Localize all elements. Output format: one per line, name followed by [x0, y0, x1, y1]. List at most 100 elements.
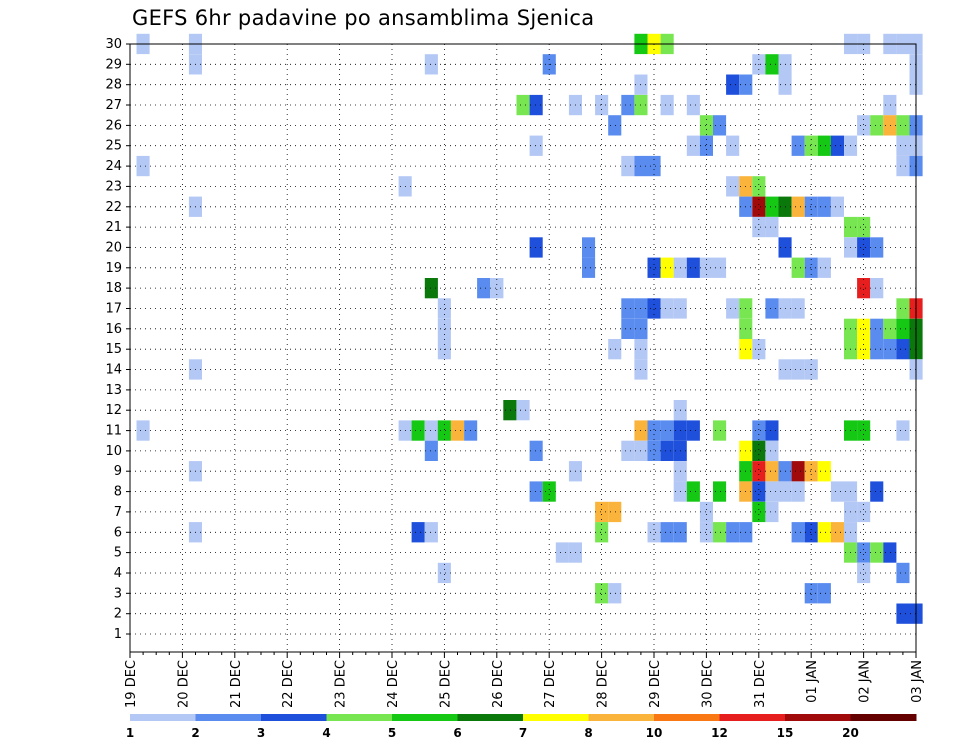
heatmap-cell	[752, 501, 766, 523]
y-tick-label: 8	[114, 485, 122, 500]
heatmap-cell	[752, 196, 766, 217]
heatmap-cell	[424, 522, 438, 543]
heatmap-cell	[660, 440, 674, 461]
heatmap-cell	[621, 298, 635, 319]
heatmap-cell	[647, 420, 661, 441]
heatmap-cell	[830, 481, 844, 502]
heatmap-cell	[765, 481, 779, 502]
colorbar-label: 2	[191, 726, 199, 740]
y-tick-label: 1	[114, 627, 122, 642]
y-tick-label: 22	[105, 200, 122, 215]
y-tick-label: 2	[114, 607, 122, 622]
x-tick-label: 31 DEC	[753, 660, 768, 708]
x-tick-label: 29 DEC	[648, 660, 663, 708]
heatmap-cell	[883, 318, 897, 339]
heatmap-cell	[726, 176, 740, 197]
heatmap-cell	[713, 522, 727, 543]
heatmap-cell	[896, 603, 910, 624]
heatmap-cell	[647, 440, 661, 461]
heatmap-cell	[713, 257, 727, 278]
heatmap-cell	[765, 216, 779, 238]
y-tick-label: 28	[105, 78, 122, 93]
heatmap-cell	[765, 461, 779, 482]
heatmap-cell	[870, 339, 884, 360]
heatmap-cell	[660, 420, 674, 441]
y-tick-label: 18	[105, 281, 122, 296]
y-tick-label: 19	[105, 261, 122, 276]
heatmap-cell	[765, 298, 779, 319]
heatmap-cell	[791, 257, 805, 278]
heatmap-cell	[595, 94, 609, 116]
x-tick-label: 21 DEC	[229, 660, 244, 708]
y-tick-label: 21	[105, 220, 122, 235]
heatmap-cell	[817, 522, 831, 543]
colorbar-legend: 1 2 3 4 5 6 7 8 10 12 15 20	[126, 714, 917, 740]
heatmap-cell	[791, 196, 805, 217]
y-tick-label: 16	[105, 322, 122, 337]
heatmap-cell	[857, 216, 871, 238]
y-axis: 3029282726252423222120191817161514131211…	[105, 37, 130, 642]
colorbar-swatch	[392, 714, 458, 721]
heatmap-cell	[608, 115, 622, 136]
heatmap-cell	[411, 522, 425, 543]
heatmap-cell	[765, 501, 779, 523]
heatmap-cell	[857, 562, 871, 584]
colorbar-swatch	[130, 714, 196, 721]
y-tick-label: 11	[105, 424, 122, 439]
heatmap-cell	[424, 420, 438, 441]
heatmap-cell	[595, 501, 609, 523]
y-tick-label: 30	[105, 37, 122, 52]
heatmap-cell	[647, 522, 661, 543]
y-tick-label: 24	[105, 159, 122, 174]
heatmap-cell	[647, 257, 661, 278]
heatmap-cell	[529, 94, 543, 116]
y-tick-label: 23	[105, 179, 122, 194]
y-tick-label: 29	[105, 57, 122, 72]
heatmap-cell	[752, 216, 766, 238]
colorbar-swatch	[326, 714, 393, 721]
heatmap-cell	[529, 481, 543, 502]
heatmap-cell	[765, 440, 779, 461]
heatmap-cell	[765, 420, 779, 441]
heatmap-cell	[804, 583, 818, 604]
colorbar-swatch	[457, 714, 524, 721]
heatmap-cell	[136, 155, 150, 177]
heatmap-cell	[608, 339, 622, 360]
heatmap-cell	[699, 501, 713, 523]
heatmap-cell	[896, 318, 910, 339]
heatmap-cell	[516, 400, 530, 421]
x-tick-label: 19 DEC	[124, 660, 139, 708]
heatmap-cell	[857, 115, 871, 136]
heatmap-cell	[752, 481, 766, 502]
heatmap-cell	[896, 420, 910, 441]
heatmap-cell	[791, 481, 805, 502]
heatmap-cell	[804, 522, 818, 543]
colorbar-label: 1	[126, 726, 134, 740]
heatmap-cell	[582, 237, 596, 258]
heatmap-cell	[817, 461, 831, 482]
heatmap-cell	[621, 440, 635, 461]
heatmap-cell	[660, 298, 674, 319]
x-tick-label: 01 JAN	[805, 660, 820, 703]
heatmap-cell	[883, 94, 897, 116]
heatmap-cell	[621, 155, 635, 177]
heatmap-cell	[830, 196, 844, 217]
heatmap-cell	[857, 420, 871, 441]
heatmap-cell	[857, 318, 871, 339]
heatmap-cell	[791, 461, 805, 482]
heatmap-cell	[490, 278, 504, 299]
y-tick-label: 20	[105, 240, 122, 255]
colorbar-swatch	[195, 714, 262, 721]
y-tick-label: 13	[105, 383, 122, 398]
heatmap-cell	[411, 420, 425, 441]
heatmap-cell	[437, 562, 451, 584]
heatmap-cell	[621, 318, 635, 339]
x-tick-label: 22 DEC	[281, 660, 296, 708]
gridlines	[129, 43, 917, 652]
y-tick-label: 5	[114, 546, 122, 561]
y-tick-label: 7	[114, 505, 122, 520]
colorbar-label: 6	[453, 726, 461, 740]
heatmap-cell	[424, 54, 438, 75]
heatmap-cell	[136, 420, 150, 441]
y-tick-label: 17	[105, 302, 122, 317]
